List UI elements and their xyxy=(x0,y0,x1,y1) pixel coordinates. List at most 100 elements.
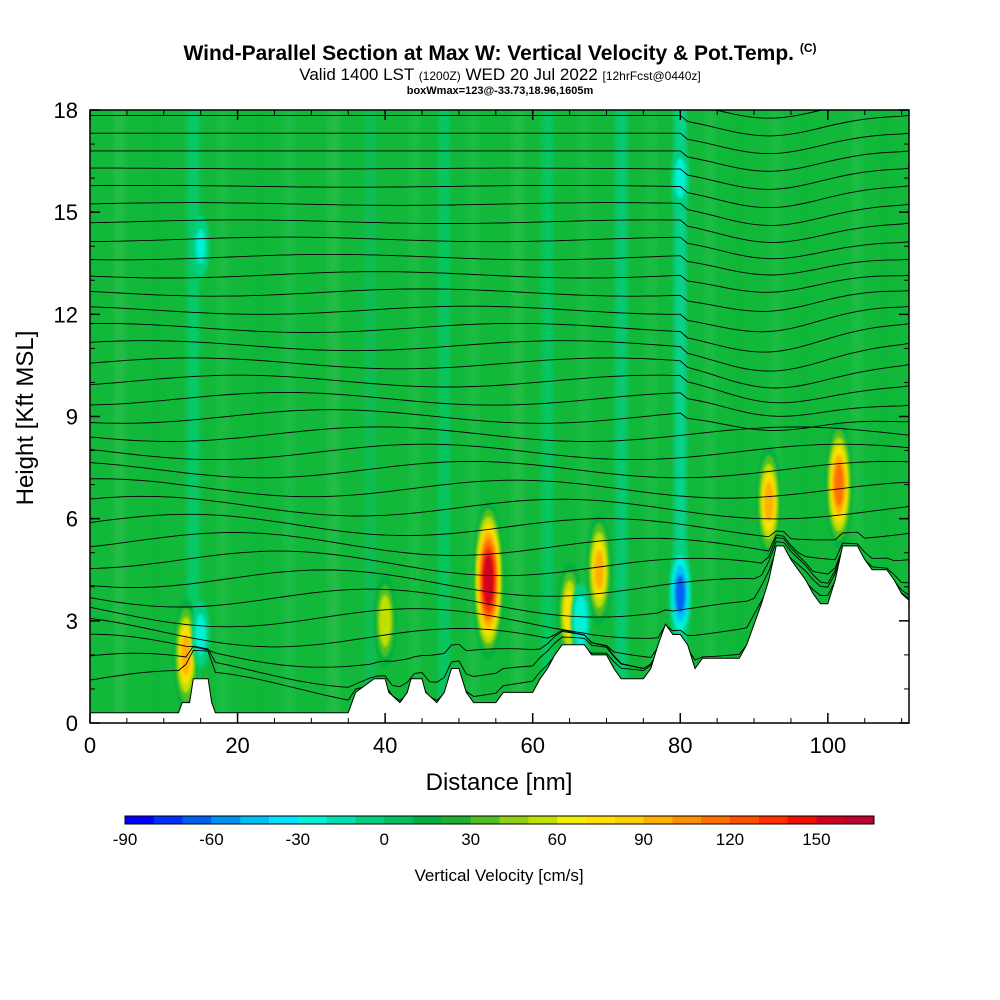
y-tick-label: 15 xyxy=(54,200,78,225)
x-tick-label: 60 xyxy=(520,733,544,758)
chart-title-mark: (C) xyxy=(799,41,817,55)
cell-contour xyxy=(594,549,604,590)
chart-title: Wind-Parallel Section at Max W: Vertical… xyxy=(0,36,1000,66)
velocity-streak xyxy=(615,110,628,723)
y-tick-label: 12 xyxy=(54,302,78,327)
colorbar-swatch xyxy=(816,816,846,824)
isentrope-line xyxy=(90,271,909,293)
colorbar-swatch xyxy=(672,816,702,824)
colorbar-swatch xyxy=(787,816,817,824)
colorbar-swatch xyxy=(470,816,500,824)
colorbar-swatch xyxy=(701,816,731,824)
colorbar-swatch xyxy=(384,816,414,824)
cell-contour xyxy=(674,157,686,199)
colorbar-swatch xyxy=(557,816,587,824)
isentrope-line xyxy=(90,219,909,243)
forecast-info: [12hrFcst@0440z] xyxy=(602,69,701,83)
cell-contour xyxy=(195,229,206,264)
y-tick-label: 6 xyxy=(66,507,78,532)
isentrope-line xyxy=(90,532,909,562)
isentrope-line xyxy=(90,409,909,431)
isentrope-line xyxy=(90,495,909,520)
updraft-cell xyxy=(586,513,612,626)
isentrope-line xyxy=(90,202,909,226)
terrain xyxy=(90,545,909,723)
colorbar-swatch xyxy=(240,816,270,824)
downdraft-cell xyxy=(668,545,692,642)
velocity-streak xyxy=(511,110,524,723)
isentrope-line xyxy=(90,478,909,499)
colorbar-tick-label: 30 xyxy=(461,830,480,849)
plot-area xyxy=(90,110,909,723)
updraft-cell xyxy=(756,445,782,558)
isentrope-line xyxy=(90,305,909,333)
colorbar-swatch xyxy=(729,816,760,824)
x-axis-label: Distance [nm] xyxy=(426,769,573,796)
cell-contour xyxy=(181,634,191,676)
colorbar-tick-label: 150 xyxy=(802,830,830,849)
y-tick-label: 3 xyxy=(66,609,78,634)
colorbar-frame xyxy=(124,815,875,825)
colorbar-tick-label: 0 xyxy=(380,830,389,849)
colorbar-swatch xyxy=(758,816,788,824)
downdraft-cell xyxy=(191,215,210,278)
isentrope-line xyxy=(90,340,909,372)
isentrope-line xyxy=(90,150,909,172)
velocity-streak xyxy=(541,110,554,723)
cell-contour xyxy=(834,462,844,507)
chart-subtitle: Valid 1400 LST (1200Z) WED 20 Jul 2022 [… xyxy=(0,66,1000,85)
x-tick-label: 0 xyxy=(84,733,96,758)
colorbar-swatch xyxy=(153,816,183,824)
x-axis: 0 20 40 60 80 100 xyxy=(84,110,903,758)
isentrope-line xyxy=(90,391,909,417)
velocity-streak xyxy=(644,110,657,723)
y-axis: 0 3 6 9 12 15 18 xyxy=(54,98,909,736)
valid-time: Valid 1400 LST xyxy=(299,65,414,84)
isentrope-line xyxy=(90,374,909,404)
velocity-streak xyxy=(733,110,746,723)
box-info: boxWmax=123@-33.73,18.96,1605m xyxy=(406,85,594,97)
isentrope-line xyxy=(90,536,909,584)
colorbar-tick-label: 90 xyxy=(634,830,653,849)
isentrope-line xyxy=(90,253,909,276)
colorbar-swatch xyxy=(211,816,241,824)
cell-contour xyxy=(378,594,392,647)
colorbar-tick-label: 60 xyxy=(548,830,567,849)
colorbar-tick-label: -60 xyxy=(199,830,224,849)
velocity-streak xyxy=(253,110,266,723)
velocity-streak xyxy=(113,110,126,723)
colorbar-swatch xyxy=(528,816,558,824)
velocity-streak xyxy=(408,110,421,723)
isentrope-line xyxy=(90,288,909,312)
isentrope-line xyxy=(90,541,909,597)
y-tick-label: 0 xyxy=(66,711,78,736)
x-tick-label: 40 xyxy=(373,733,397,758)
valid-zulu: (1200Z) xyxy=(418,69,461,83)
colorbar-swatch xyxy=(326,816,356,824)
valid-date: WED 20 Jul 2022 xyxy=(465,65,598,84)
velocity-streak xyxy=(438,110,451,723)
colorbar: -90 -60 -30 0 30 60 90 120 150 xyxy=(113,815,875,849)
colorbar-tick-label: -30 xyxy=(286,830,311,849)
colorbar-tick-label: 120 xyxy=(716,830,744,849)
velocity-streak xyxy=(150,110,163,723)
isentrope-line xyxy=(90,513,909,541)
colorbar-swatch xyxy=(499,816,529,824)
x-tick-label: 80 xyxy=(668,733,692,758)
updraft-cell xyxy=(373,574,397,667)
colorbar-tick-label: -90 xyxy=(113,830,138,849)
colorbar-swatch xyxy=(643,816,673,824)
velocity-streak xyxy=(703,110,716,723)
cell-contour xyxy=(195,614,207,655)
chart-title-text: Wind-Parallel Section at Max W: Vertical… xyxy=(183,42,794,65)
isentrope-line xyxy=(90,357,909,389)
colorbar-swatch xyxy=(269,816,299,824)
velocity-streak xyxy=(216,110,229,723)
colorbar-swatch xyxy=(355,816,385,824)
y-tick-label: 18 xyxy=(54,98,78,123)
velocity-streaks xyxy=(113,110,893,723)
downdraft-cell xyxy=(191,601,210,668)
velocity-streak xyxy=(364,110,377,723)
y-axis-label: Height [Kft MSL] xyxy=(12,331,39,506)
